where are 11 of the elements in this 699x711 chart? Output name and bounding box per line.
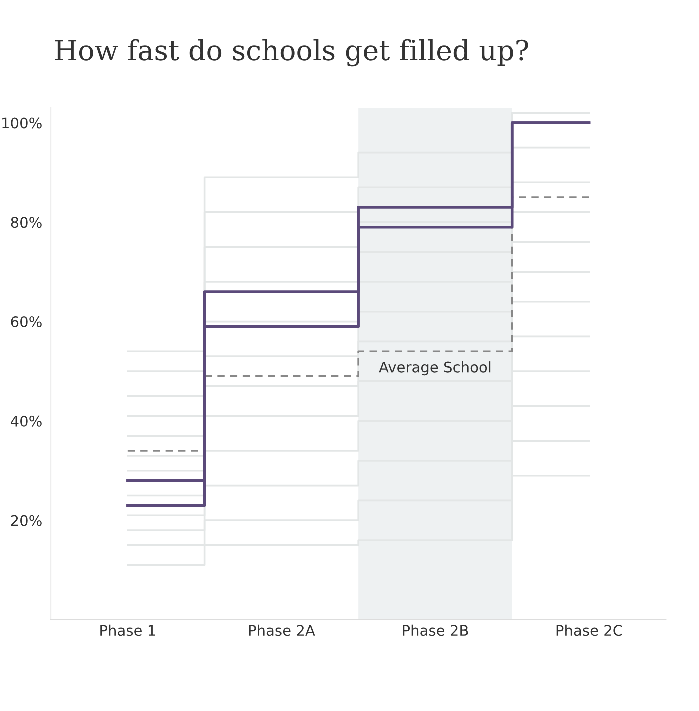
y-tick-label: 60% [11, 316, 42, 328]
series-label: Average School [379, 362, 491, 376]
y-tick-label: 20% [11, 515, 42, 526]
y-tick-label: 40% [10, 416, 42, 427]
x-tick-label: Phase 2B [403, 624, 468, 636]
x-tick-label: Phase 1 [100, 624, 156, 636]
x-tick-label: Phase 2C [556, 624, 622, 636]
chart-title: How fast do schools get filled up? [55, 39, 528, 67]
y-tick-label: 80% [11, 217, 42, 228]
y-tick-label: 100% [2, 118, 42, 129]
x-tick-label: Phase 2A [249, 624, 316, 636]
